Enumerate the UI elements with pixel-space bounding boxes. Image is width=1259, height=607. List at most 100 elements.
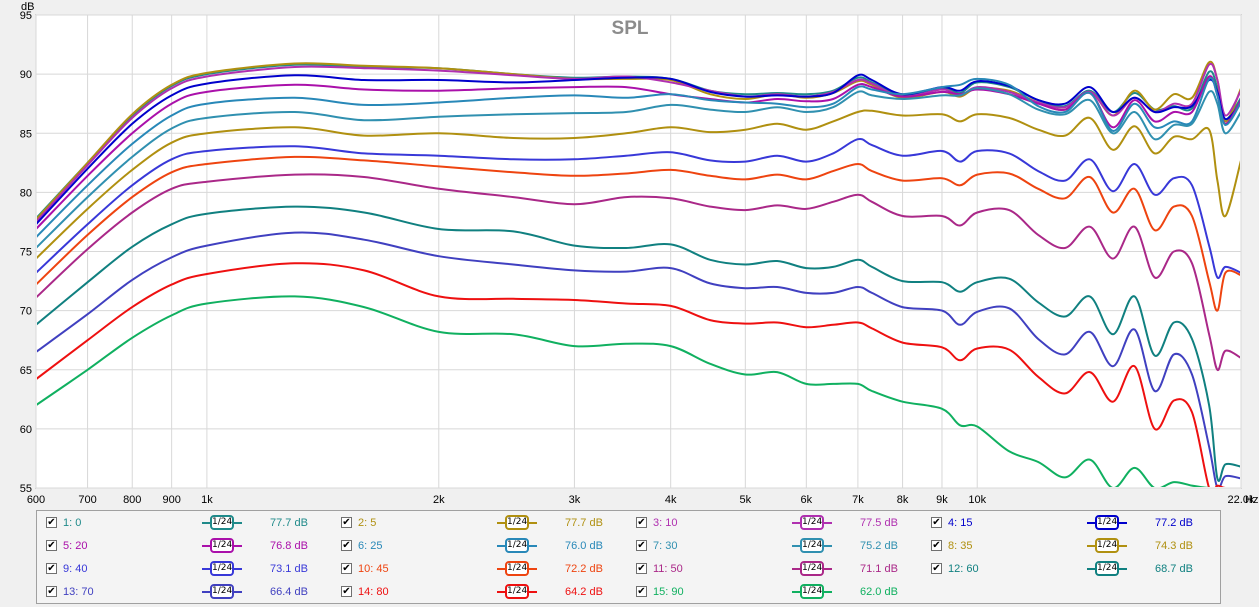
series-checkbox[interactable]: ✔ (46, 586, 57, 597)
x-tick-label: 600 (27, 494, 45, 506)
smoothing-button[interactable]: 1/24 (792, 515, 832, 531)
x-tick-label: 8k (897, 494, 909, 506)
legend-series-name: 5: 20 (63, 540, 88, 552)
legend-series-level: 73.1 dB (270, 563, 308, 575)
smoothing-label: 1/24 (1095, 538, 1119, 553)
x-tick-label: 900 (162, 494, 180, 506)
series-line-9 (37, 137, 1240, 280)
legend-series-name: 2: 5 (358, 517, 377, 529)
legend-series-level: 77.7 dB (270, 517, 308, 529)
smoothing-button[interactable]: 1/24 (792, 561, 832, 577)
chart-title: SPL (612, 18, 649, 39)
legend-series-name: 9: 40 (63, 563, 88, 575)
legend-series-level: 76.0 dB (565, 540, 603, 552)
smoothing-label: 1/24 (210, 561, 234, 576)
smoothing-button[interactable]: 1/24 (497, 584, 537, 600)
legend-series-level: 77.5 dB (860, 517, 898, 529)
legend-series-level: 66.4 dB (270, 586, 308, 598)
series-checkbox[interactable]: ✔ (636, 540, 647, 551)
smoothing-button[interactable]: 1/24 (497, 561, 537, 577)
series-checkbox[interactable]: ✔ (636, 586, 647, 597)
smoothing-label: 1/24 (210, 584, 234, 599)
smoothing-button[interactable]: 1/24 (202, 538, 242, 554)
smoothing-button[interactable]: 1/24 (497, 538, 537, 554)
legend-series-name: 14: 80 (358, 586, 389, 598)
series-line-11 (37, 173, 1240, 371)
series-line-15 (37, 295, 1240, 487)
smoothing-button[interactable]: 1/24 (202, 584, 242, 600)
legend-item: ✔ 10: 45 1/24 72.2 dB (341, 560, 631, 578)
legend-series-name: 6: 25 (358, 540, 383, 552)
series-checkbox[interactable]: ✔ (46, 540, 57, 551)
x-tick-label: 7k (852, 494, 864, 506)
x-tick-label: 5k (740, 494, 752, 506)
x-tick-label: 700 (78, 494, 96, 506)
legend-item: ✔ 8: 35 1/24 74.3 dB (931, 537, 1221, 555)
legend-item: ✔ 9: 40 1/24 73.1 dB (46, 560, 336, 578)
legend-item: ✔ 7: 30 1/24 75.2 dB (636, 537, 926, 555)
legend-item: ✔ 3: 10 1/24 77.5 dB (636, 514, 926, 532)
legend-item: ✔ 2: 5 1/24 77.7 dB (341, 514, 631, 532)
x-tick-label: 10k (968, 494, 986, 506)
y-axis-ticks: 55 60 65 70 75 80 85 90 95 (20, 10, 32, 495)
series-checkbox[interactable]: ✔ (931, 563, 942, 574)
smoothing-label: 1/24 (505, 538, 529, 553)
x-tick-label: 3k (569, 494, 581, 506)
legend: ✔ 1: 0 1/24 77.7 dB ✔ 2: 5 1/24 77.7 dB ✔ 3: 10 1/… (36, 510, 1221, 604)
legend-item: ✔ 11: 50 1/24 71.1 dB (636, 560, 926, 578)
legend-series-level: 75.2 dB (860, 540, 898, 552)
x-tick-label: 1k (201, 494, 213, 506)
smoothing-button[interactable]: 1/24 (792, 584, 832, 600)
spl-plot[interactable]: 600 700 800 900 1k 2k 3k 4k 5k 6k 7k 8k 9k 10k 22.0k 5… (0, 0, 1259, 510)
series-line-10 (37, 155, 1240, 312)
y-tick-label: 65 (20, 365, 32, 377)
legend-series-level: 62.0 dB (860, 586, 898, 598)
legend-series-level: 72.2 dB (565, 563, 603, 575)
legend-item: ✔ 14: 80 1/24 64.2 dB (341, 583, 631, 601)
series-checkbox[interactable]: ✔ (46, 563, 57, 574)
series-checkbox[interactable]: ✔ (931, 517, 942, 528)
legend-series-level: 68.7 dB (1155, 563, 1193, 575)
legend-series-name: 8: 35 (948, 540, 973, 552)
legend-item: ✔ 5: 20 1/24 76.8 dB (46, 537, 336, 555)
series-line-5 (37, 75, 1240, 230)
legend-item: ✔ 1: 0 1/24 77.7 dB (46, 514, 336, 532)
series-line-14 (37, 262, 1226, 487)
x-tick-label: 22.0k (1228, 494, 1255, 506)
legend-series-name: 11: 50 (653, 563, 683, 575)
smoothing-button[interactable]: 1/24 (202, 561, 242, 577)
series-line-12 (37, 205, 1240, 482)
y-tick-label: 70 (20, 306, 32, 318)
legend-series-name: 4: 15 (948, 517, 973, 529)
smoothing-button[interactable]: 1/24 (1087, 561, 1127, 577)
legend-series-name: 13: 70 (63, 586, 94, 598)
x-tick-label: 9k (936, 494, 948, 506)
legend-series-level: 64.2 dB (565, 586, 603, 598)
x-tick-label: 4k (665, 494, 677, 506)
series-checkbox[interactable]: ✔ (931, 540, 942, 551)
smoothing-button[interactable]: 1/24 (1087, 515, 1127, 531)
x-axis-ticks: 600 700 800 900 1k 2k 3k 4k 5k 6k 7k 8k 9k 10k 22.0k (27, 494, 1255, 506)
y-tick-label: 60 (20, 424, 32, 436)
series-checkbox[interactable]: ✔ (341, 563, 352, 574)
y-tick-label: 80 (20, 187, 32, 199)
series-checkbox[interactable]: ✔ (341, 540, 352, 551)
smoothing-label: 1/24 (800, 561, 824, 576)
smoothing-button[interactable]: 1/24 (792, 538, 832, 554)
series-checkbox[interactable]: ✔ (636, 517, 647, 528)
series-line-8 (37, 109, 1240, 260)
series-line-7 (37, 87, 1240, 249)
series-checkbox[interactable]: ✔ (636, 563, 647, 574)
smoothing-button[interactable]: 1/24 (202, 515, 242, 531)
smoothing-label: 1/24 (505, 561, 529, 576)
series-checkbox[interactable]: ✔ (341, 517, 352, 528)
legend-item: ✔ 4: 15 1/24 77.2 dB (931, 514, 1221, 532)
smoothing-button[interactable]: 1/24 (497, 515, 537, 531)
smoothing-button[interactable]: 1/24 (1087, 538, 1127, 554)
legend-item: ✔ 6: 25 1/24 76.0 dB (341, 537, 631, 555)
series-checkbox[interactable]: ✔ (46, 517, 57, 528)
legend-series-name: 12: 60 (948, 563, 979, 575)
y-tick-label: 85 (20, 128, 32, 140)
series-line-4 (37, 73, 1240, 225)
series-checkbox[interactable]: ✔ (341, 586, 352, 597)
